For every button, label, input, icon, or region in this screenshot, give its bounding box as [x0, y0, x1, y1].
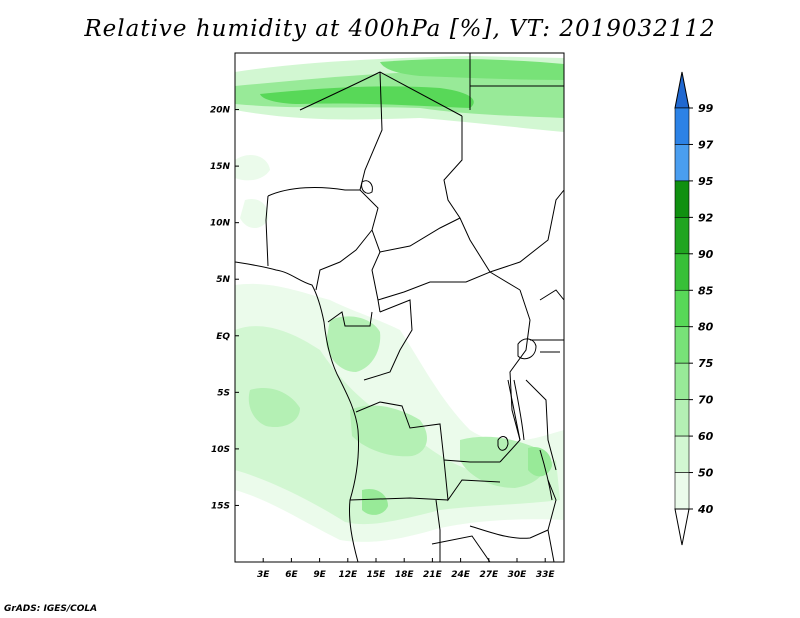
border-chad-sudan: [443, 116, 491, 273]
border-niger-libya: [299, 71, 381, 111]
colorbar-segment: [674, 435, 690, 473]
border-gabon: [327, 311, 373, 327]
humidity-field-angola: [350, 405, 427, 457]
border-nigeria-cameroon: [315, 229, 373, 291]
border-namibia-botswana: [435, 499, 441, 562]
border-angola-zambia: [443, 459, 501, 502]
latitude-axis: 20N 15N 10N 5N EQ 5S 10S 15S: [210, 106, 239, 511]
border-car-drc: [377, 271, 521, 301]
colorbar-label: 60: [698, 430, 714, 443]
colorbar-top-arrow: [674, 71, 690, 109]
lon-tick-label: 21E: [423, 570, 443, 580]
lat-tick-label: EQ: [216, 332, 230, 342]
colorbar-label: 85: [698, 284, 714, 297]
colorbar-segment: [674, 472, 690, 510]
humidity-field-mozambique: [528, 446, 552, 477]
border-congo-drc: [363, 299, 413, 381]
colorbar-label: 97: [698, 138, 714, 151]
colorbar-segment: [674, 180, 690, 218]
lake-mweru: [497, 436, 509, 451]
lon-tick-label: 3E: [257, 570, 270, 580]
colorbar-segment: [674, 289, 690, 328]
lon-tick-label: 24E: [451, 570, 471, 580]
humidity-field-atlantic: [248, 388, 300, 428]
lon-tick-label: 18E: [395, 570, 415, 580]
colorbar-label: 40: [697, 503, 714, 516]
border-uganda-kenya: [530, 289, 564, 353]
humidity-field-gabon: [326, 316, 381, 372]
colorbar-segment: [674, 144, 690, 182]
border-mozambique: [547, 479, 557, 562]
humidity-band-north-top: [380, 59, 564, 80]
colorbar-segment: [674, 217, 690, 255]
colorbar-segment: [674, 107, 690, 145]
border-niger-chad: [359, 71, 383, 231]
colorbar-label: 50: [698, 467, 714, 480]
border-botswana: [431, 535, 491, 562]
lake-malawi: [539, 449, 553, 501]
lake-chad: [361, 180, 373, 194]
colorbar-label: 92: [698, 211, 714, 224]
border-chad-car: [371, 217, 461, 253]
lat-tick-label: 10N: [210, 219, 231, 229]
colorbar-segment: [674, 253, 690, 291]
lon-tick-label: 9E: [313, 570, 326, 580]
border-cameroon-car: [371, 251, 381, 313]
colorbar-label: 70: [698, 394, 714, 407]
lat-tick-label: 15S: [211, 501, 230, 511]
humidity-fields: [235, 56, 564, 542]
longitude-axis: 3E 6E 9E 12E 15E 18E 21E 24E 27E 30E 33E: [257, 558, 555, 580]
colorbar-bottom-arrow: [674, 508, 690, 546]
plot-title: Relative humidity at 400hPa [%], VT: 201…: [84, 16, 716, 42]
colorbar-segment: [674, 399, 690, 437]
humidity-band-north-peak: [260, 86, 474, 108]
humidity-field-zambia: [460, 436, 547, 488]
colorbar-segment: [674, 362, 690, 400]
colorbar-label: 99: [698, 102, 714, 115]
colorbar-label: 75: [698, 357, 714, 370]
lat-tick-label: 10S: [211, 445, 230, 455]
lake-victoria: [517, 338, 537, 360]
lat-tick-label: 5N: [216, 275, 230, 285]
country-borders: [235, 53, 564, 562]
lon-tick-label: 30E: [508, 570, 528, 580]
colorbar-label: 80: [698, 321, 714, 334]
lat-tick-label: 5S: [217, 388, 230, 398]
border-drc-angola: [355, 401, 500, 463]
humidity-patch-nigeria: [240, 198, 269, 229]
colorbar-segment: [674, 326, 690, 364]
lon-tick-label: 27E: [479, 570, 499, 580]
lon-tick-label: 12E: [338, 570, 358, 580]
border-sudan-south: [489, 189, 564, 273]
lon-tick-label: 33E: [536, 570, 556, 580]
lat-tick-label: 20N: [210, 106, 231, 116]
border-niger-nigeria: [267, 187, 360, 197]
colorbar-label: 95: [698, 175, 714, 188]
lat-tick-label: 15N: [210, 162, 231, 172]
humidity-patch-sahel: [235, 155, 270, 181]
map-frame: [234, 52, 565, 563]
humidity-field-angola-south: [362, 488, 388, 515]
lon-tick-label: 6E: [285, 570, 298, 580]
border-tanzania: [525, 379, 557, 471]
border-zambia-zimbabwe: [469, 525, 549, 539]
border-nigeria-benin: [265, 195, 269, 267]
border-angola-namibia: [349, 497, 449, 501]
lon-tick-label: 15E: [367, 570, 387, 580]
border-chad-libya: [379, 71, 463, 117]
coastline-west-africa: [235, 261, 359, 562]
lake-tanganyika: [507, 379, 525, 441]
grads-credit: GrADS: IGES/COLA: [4, 604, 98, 614]
colorbar-label: 90: [698, 248, 714, 261]
